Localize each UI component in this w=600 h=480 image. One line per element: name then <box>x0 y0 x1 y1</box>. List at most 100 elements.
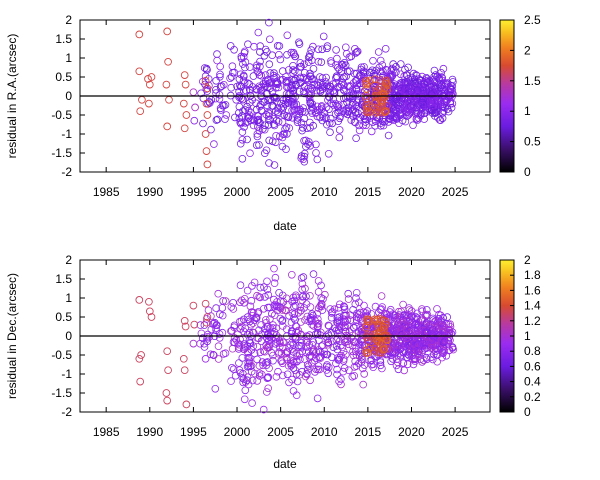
data-point <box>413 314 421 323</box>
data-point <box>264 121 273 129</box>
data-point <box>399 359 408 367</box>
data-point <box>235 114 244 122</box>
data-point <box>294 106 302 114</box>
data-point <box>235 93 243 101</box>
data-point <box>420 317 429 325</box>
data-point <box>362 333 371 341</box>
colorbar <box>499 19 515 173</box>
data-point <box>270 69 278 77</box>
data-point <box>418 101 427 110</box>
data-point <box>429 345 438 354</box>
data-point <box>317 281 325 290</box>
data-point <box>248 399 256 407</box>
data-point <box>436 98 445 107</box>
data-point <box>231 371 240 380</box>
x-axis-title: date <box>273 219 297 233</box>
data-point <box>252 314 261 323</box>
data-point <box>409 121 417 129</box>
data-point <box>333 354 342 362</box>
data-point <box>329 101 338 109</box>
data-point <box>271 93 279 102</box>
data-point <box>342 106 350 115</box>
data-point <box>272 73 281 82</box>
data-point <box>352 134 360 143</box>
data-point <box>316 353 324 361</box>
data-point <box>381 320 390 329</box>
data-point <box>291 106 299 114</box>
data-point <box>410 348 419 357</box>
data-point <box>238 112 246 120</box>
y-tick-label: -1.5 <box>51 146 72 160</box>
data-point <box>309 322 318 330</box>
data-point <box>210 318 219 327</box>
data-point <box>339 367 348 376</box>
data-point <box>340 86 348 95</box>
x-tick-label: 1995 <box>180 185 207 199</box>
y-axis-title: residual in Dec.(arcsec) <box>5 273 19 399</box>
data-point <box>303 74 312 83</box>
data-point <box>438 322 447 331</box>
data-point <box>440 337 449 346</box>
x-tick-label: 1985 <box>93 425 120 439</box>
data-point <box>242 87 251 95</box>
data-point <box>243 102 251 111</box>
data-point <box>362 108 371 117</box>
data-point <box>255 127 264 135</box>
data-point <box>263 101 271 109</box>
data-point <box>402 334 411 343</box>
data-point <box>243 135 251 144</box>
data-point <box>327 313 336 322</box>
data-point <box>297 119 306 127</box>
y-tick-label: 2 <box>65 253 72 267</box>
data-point <box>349 305 357 314</box>
data-point <box>238 128 247 136</box>
data-point <box>333 334 342 343</box>
data-point <box>298 292 307 301</box>
data-point <box>345 53 354 61</box>
data-point <box>335 133 344 142</box>
data-point <box>370 347 379 355</box>
data-point <box>216 73 224 81</box>
data-point <box>446 322 455 331</box>
data-point <box>398 78 406 87</box>
data-point <box>296 59 305 67</box>
data-point <box>448 343 457 351</box>
data-point <box>318 306 327 314</box>
data-point <box>335 377 343 386</box>
data-point <box>226 74 234 82</box>
data-point <box>314 277 323 285</box>
data-point <box>261 316 270 324</box>
y-tick-label: 0.5 <box>55 70 72 84</box>
data-point <box>256 42 265 50</box>
data-point <box>179 99 188 108</box>
data-point <box>326 128 334 137</box>
data-point <box>278 343 287 352</box>
data-point <box>382 107 390 115</box>
data-point <box>431 112 439 120</box>
data-point <box>236 139 245 148</box>
data-point <box>238 118 246 127</box>
data-point <box>245 336 254 345</box>
data-point <box>427 339 435 348</box>
data-point <box>351 49 360 57</box>
data-point <box>309 347 318 356</box>
data-point <box>216 310 224 319</box>
data-point <box>135 30 144 39</box>
data-point <box>307 359 316 367</box>
data-point <box>240 395 249 404</box>
data-point <box>227 73 236 81</box>
data-point <box>243 286 252 295</box>
data-point <box>264 112 273 120</box>
data-point <box>240 79 249 87</box>
data-point <box>214 289 223 298</box>
colorbar-tick-label: 1.6 <box>524 283 541 297</box>
data-point <box>342 311 351 320</box>
data-point <box>414 341 423 350</box>
data-point <box>313 81 322 89</box>
data-point <box>352 294 360 302</box>
data-point <box>420 109 429 117</box>
data-point <box>332 79 340 87</box>
data-point <box>297 274 306 282</box>
data-point <box>418 98 426 107</box>
